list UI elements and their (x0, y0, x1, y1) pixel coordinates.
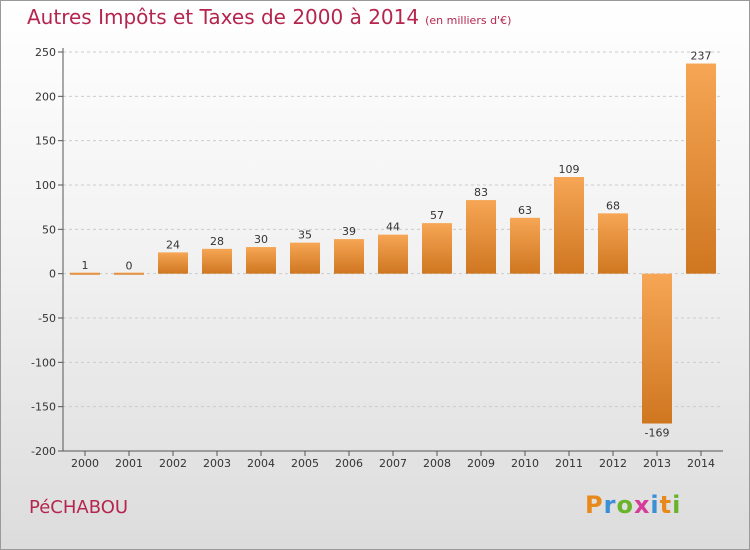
bar (598, 213, 628, 274)
y-tick-label: 150 (35, 135, 56, 148)
chart-unit-note: (en milliers d'€) (425, 14, 512, 27)
bar-value-label: 28 (210, 235, 224, 248)
logo-letter: P (585, 491, 604, 519)
x-tick-label: 2008 (423, 457, 451, 470)
bar-value-label: 57 (430, 209, 444, 222)
proxiti-logo[interactable]: Proxiti (585, 491, 681, 519)
y-tick-label: -200 (31, 445, 56, 458)
bar (510, 217, 540, 274)
bar-value-label: 63 (518, 204, 532, 217)
x-tick-label: 2011 (555, 457, 583, 470)
bar-value-label: 83 (474, 186, 488, 199)
logo-letter: o (616, 491, 634, 519)
logo-letter: x (633, 491, 651, 519)
bar-value-label: -169 (645, 427, 670, 440)
logo-letter: r (603, 491, 617, 519)
bar (70, 272, 100, 275)
bar (466, 200, 496, 274)
y-tick-label: 50 (42, 223, 56, 236)
x-tick-label: 2001 (115, 457, 143, 470)
bar (246, 247, 276, 274)
x-tick-label: 2013 (643, 457, 671, 470)
x-tick-label: 2004 (247, 457, 275, 470)
x-tick-label: 2002 (159, 457, 187, 470)
y-tick-label: 250 (35, 46, 56, 59)
bar (334, 239, 364, 274)
x-tick-label: 2007 (379, 457, 407, 470)
logo-letter: t (659, 491, 673, 519)
bar (202, 248, 232, 274)
x-tick-label: 2012 (599, 457, 627, 470)
y-tick-label: 100 (35, 179, 56, 192)
y-tick-label: -100 (31, 356, 56, 369)
x-tick-label: 2003 (203, 457, 231, 470)
x-tick-label: 2005 (291, 457, 319, 470)
bar (114, 272, 144, 275)
x-tick-label: 2009 (467, 457, 495, 470)
bar-value-label: 109 (559, 163, 580, 176)
x-tick-label: 2000 (71, 457, 99, 470)
bar-value-label: 1 (82, 259, 89, 272)
bar-value-label: 68 (606, 199, 620, 212)
bar (290, 242, 320, 274)
bar-chart: 1 0 24 28 30 35 39 44 57 83 63 109 68 -169 237 -200 -15… (31, 46, 723, 470)
bar (378, 234, 408, 274)
bar (642, 273, 672, 424)
x-tick-label: 2010 (511, 457, 539, 470)
commune-name: PéCHABOU (29, 497, 129, 518)
chart-title-text: Autres Impôts et Taxes de 2000 à 2014 (27, 5, 420, 29)
y-tick-label: 0 (49, 268, 56, 281)
chart-title: Autres Impôts et Taxes de 2000 à 2014 (en… (27, 5, 511, 29)
x-tick-label: 2014 (687, 457, 715, 470)
bar-value-label: 39 (342, 225, 356, 238)
bar (554, 177, 584, 274)
bar (422, 223, 452, 274)
y-tick-label: -50 (38, 312, 56, 325)
x-tick-label: 2006 (335, 457, 363, 470)
logo-letter: i (650, 491, 660, 519)
bar-value-label: 35 (298, 229, 312, 242)
bar (158, 252, 188, 274)
y-tick-label: -150 (31, 401, 56, 414)
bar-value-label: 237 (691, 50, 712, 63)
bar-value-label: 24 (166, 238, 180, 251)
bar (686, 63, 716, 274)
bar-value-label: 30 (254, 233, 268, 246)
logo-letter: i (672, 491, 682, 519)
bar-value-label: 44 (386, 221, 400, 234)
y-tick-label: 200 (35, 90, 56, 103)
bar-value-label: 0 (126, 260, 133, 273)
